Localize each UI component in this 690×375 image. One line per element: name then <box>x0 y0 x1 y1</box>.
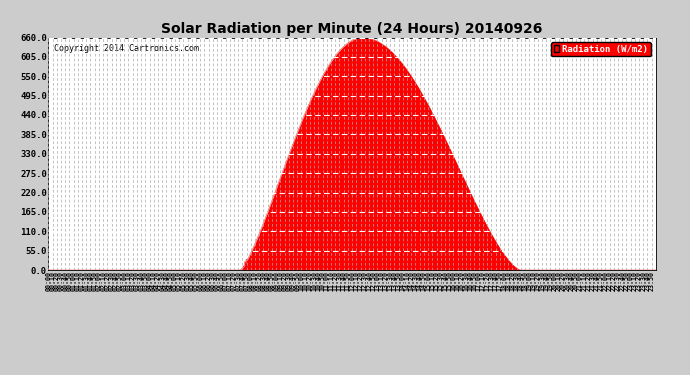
Text: Copyright 2014 Cartronics.com: Copyright 2014 Cartronics.com <box>55 45 199 54</box>
Legend: Radiation (W/m2): Radiation (W/m2) <box>551 42 651 56</box>
Title: Solar Radiation per Minute (24 Hours) 20140926: Solar Radiation per Minute (24 Hours) 20… <box>161 22 542 36</box>
